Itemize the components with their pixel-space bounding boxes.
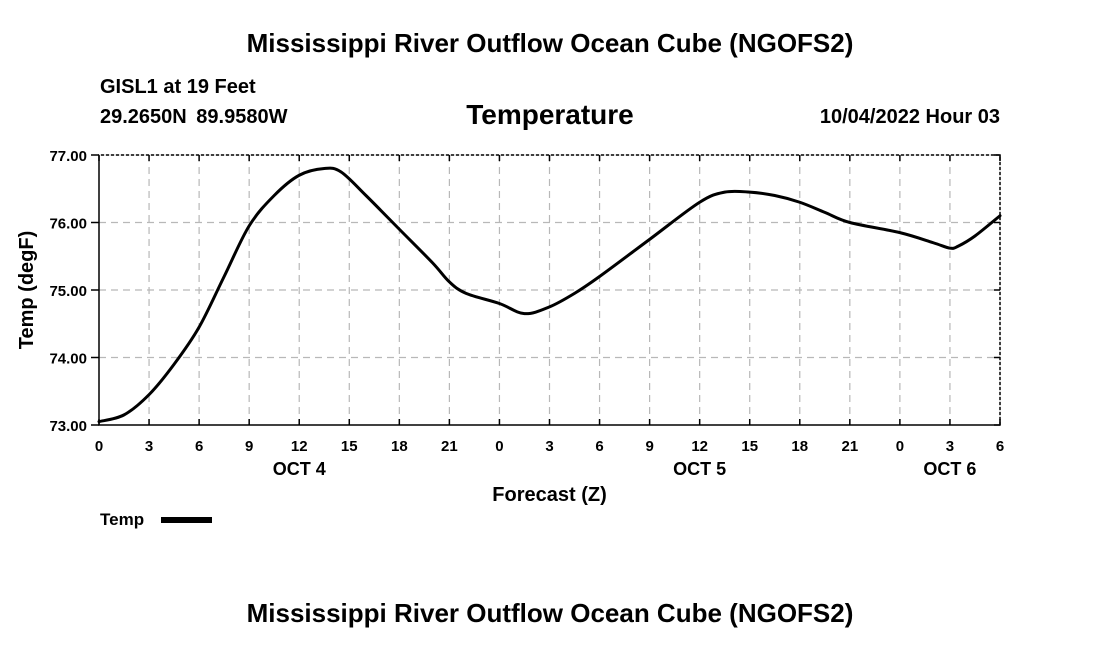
date-labels: OCT 4 OCT 5 OCT 6 [273,459,977,479]
x-tick-label: 9 [645,438,653,455]
x-tick-label: 21 [441,438,458,455]
station-label: GISL1 at 19 Feet [100,76,256,98]
x-tick-label: 15 [741,438,758,455]
date-label: OCT 6 [923,459,976,479]
y-tick-label: 77.00 [49,148,87,165]
legend-swatch [161,517,212,523]
x-tick-label: 6 [195,438,203,455]
axis-ticks [91,154,1001,426]
x-tick-label: 21 [841,438,858,455]
x-tick-label: 15 [341,438,358,455]
y-tick-label: 76.00 [49,216,87,233]
coordinates-label: 29.2650N 89.9580W [100,106,288,128]
grid [99,155,1000,425]
x-tick-label: 6 [595,438,603,455]
x-tick-label: 0 [495,438,503,455]
footer-title: Mississippi River Outflow Ocean Cube (NG… [246,598,854,628]
x-axis-label: Forecast (Z) [492,484,606,506]
x-tick-label: 3 [946,438,954,455]
x-tick-label: 9 [245,438,253,455]
y-tick-label: 73.00 [49,418,87,435]
date-label: OCT 4 [273,459,326,479]
date-label: OCT 5 [673,459,726,479]
legend-label: Temp [100,510,144,529]
x-tick-label: 0 [896,438,904,455]
x-tick-labels: 0 3 6 9 12 15 18 21 0 3 6 9 12 15 18 21 0 3 6 [95,438,1004,455]
x-tick-label: 12 [691,438,708,455]
chart-title: Temperature [466,99,634,130]
temp-series-line [97,166,1002,424]
date-label: 10/04/2022 Hour 03 [819,106,1000,128]
x-tick-label: 18 [791,438,808,455]
x-tick-label: 12 [291,438,308,455]
y-tick-label: 75.00 [49,283,87,300]
x-tick-label: 3 [545,438,553,455]
x-tick-label: 0 [95,438,103,455]
x-tick-label: 6 [996,438,1004,455]
y-tick-labels: 73.00 74.00 75.00 76.00 77.00 [49,148,87,435]
y-axis-label: Temp (degF) [16,231,38,350]
y-tick-label: 74.00 [49,351,87,368]
main-title: Mississippi River Outflow Ocean Cube (NG… [246,28,854,58]
x-tick-label: 3 [145,438,153,455]
x-tick-label: 18 [391,438,408,455]
